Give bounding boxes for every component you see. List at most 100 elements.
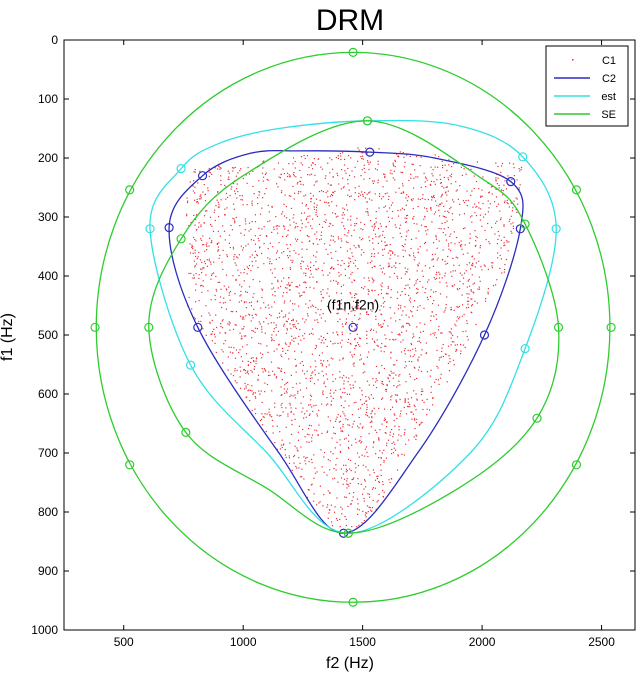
- c1-point: [363, 167, 365, 169]
- c1-point: [314, 348, 316, 350]
- c1-point: [291, 469, 293, 471]
- c1-point: [384, 193, 386, 195]
- c1-point: [394, 414, 396, 416]
- c1-point: [357, 465, 359, 467]
- c1-point: [435, 235, 437, 237]
- c1-point: [225, 186, 227, 188]
- c1-point: [321, 168, 324, 170]
- c2-marker: [479, 330, 490, 340]
- c1-point: [384, 205, 387, 207]
- c1-point: [327, 196, 329, 198]
- c1-point: [384, 334, 386, 336]
- c1-point: [307, 265, 309, 267]
- c1-point: [371, 253, 373, 255]
- c1-point: [342, 357, 344, 359]
- c1-point: [301, 223, 303, 225]
- c1-point: [294, 160, 296, 163]
- c1-point: [290, 374, 292, 376]
- c1-point: [407, 196, 410, 198]
- c1-point: [301, 212, 303, 214]
- c1-point: [277, 279, 279, 281]
- c1-point: [273, 350, 275, 352]
- c1-point: [323, 494, 325, 496]
- c1-point: [365, 400, 367, 402]
- legend-label-c2: C2: [602, 73, 616, 85]
- c1-point: [258, 227, 260, 229]
- c1-point: [350, 503, 352, 505]
- c1-point: [436, 271, 438, 273]
- c1-point: [366, 330, 368, 332]
- c1-point: [287, 318, 290, 320]
- c1-point: [286, 172, 289, 174]
- y-tick-label: 400: [38, 269, 58, 283]
- c1-point: [454, 323, 456, 325]
- c1-point: [345, 172, 347, 174]
- c1-point: [389, 250, 391, 252]
- c1-point: [330, 340, 332, 342]
- c1-point: [360, 254, 362, 256]
- c1-point: [320, 309, 322, 311]
- c1-point: [373, 253, 376, 255]
- c1-point: [416, 399, 418, 401]
- c1-point: [299, 389, 302, 391]
- c1-point: [414, 379, 416, 381]
- c1-point: [450, 309, 453, 311]
- c1-point: [257, 374, 260, 376]
- c1-point: [381, 382, 383, 385]
- c1-point: [332, 212, 334, 214]
- c1-point: [361, 403, 363, 406]
- c1-point: [295, 364, 297, 366]
- c1-point: [203, 215, 206, 217]
- c1-point: [353, 365, 355, 367]
- c1-point: [295, 176, 297, 178]
- c1-point: [366, 334, 368, 336]
- c1-point: [359, 345, 361, 347]
- c1-point: [361, 493, 364, 495]
- c1-point: [518, 187, 520, 189]
- c1-point: [252, 317, 254, 319]
- c1-point: [194, 171, 196, 173]
- c1-point: [426, 208, 428, 210]
- c1-point: [315, 211, 317, 213]
- c1-point: [258, 180, 260, 182]
- c1-point: [254, 327, 257, 329]
- c1-point: [478, 260, 480, 262]
- c1-point: [330, 239, 332, 241]
- c1-point: [360, 358, 362, 360]
- c1-point: [344, 310, 346, 312]
- c1-point: [243, 280, 245, 282]
- c1-point: [254, 408, 256, 410]
- c1-point: [271, 338, 273, 340]
- c1-point: [233, 203, 235, 205]
- c1-point: [373, 349, 375, 351]
- c1-point: [397, 209, 399, 212]
- c1-point: [383, 449, 385, 451]
- c1-point: [511, 179, 513, 181]
- c1-point: [211, 340, 213, 342]
- c1-point: [273, 228, 275, 230]
- c1-point: [413, 390, 415, 392]
- c1-point: [314, 374, 316, 376]
- c1-point: [396, 386, 398, 388]
- c1-point: [402, 185, 404, 187]
- c1-point: [297, 392, 299, 394]
- c1-point: [431, 196, 433, 199]
- c1-point: [292, 157, 295, 159]
- c1-point: [244, 388, 246, 390]
- c1-point: [450, 166, 453, 168]
- c1-point: [356, 217, 358, 219]
- c1-point: [229, 194, 231, 197]
- c1-point: [300, 162, 302, 164]
- c1-point: [241, 286, 243, 288]
- c1-point: [445, 263, 447, 265]
- c1-point: [387, 293, 389, 295]
- c1-point: [224, 239, 226, 241]
- c1-point: [357, 503, 359, 505]
- c1-point: [343, 464, 345, 466]
- c1-point: [453, 201, 455, 203]
- c1-point: [500, 258, 502, 260]
- c1-point: [256, 254, 258, 256]
- c1-point: [294, 303, 296, 305]
- c1-point: [444, 192, 447, 194]
- c1-point: [319, 199, 321, 201]
